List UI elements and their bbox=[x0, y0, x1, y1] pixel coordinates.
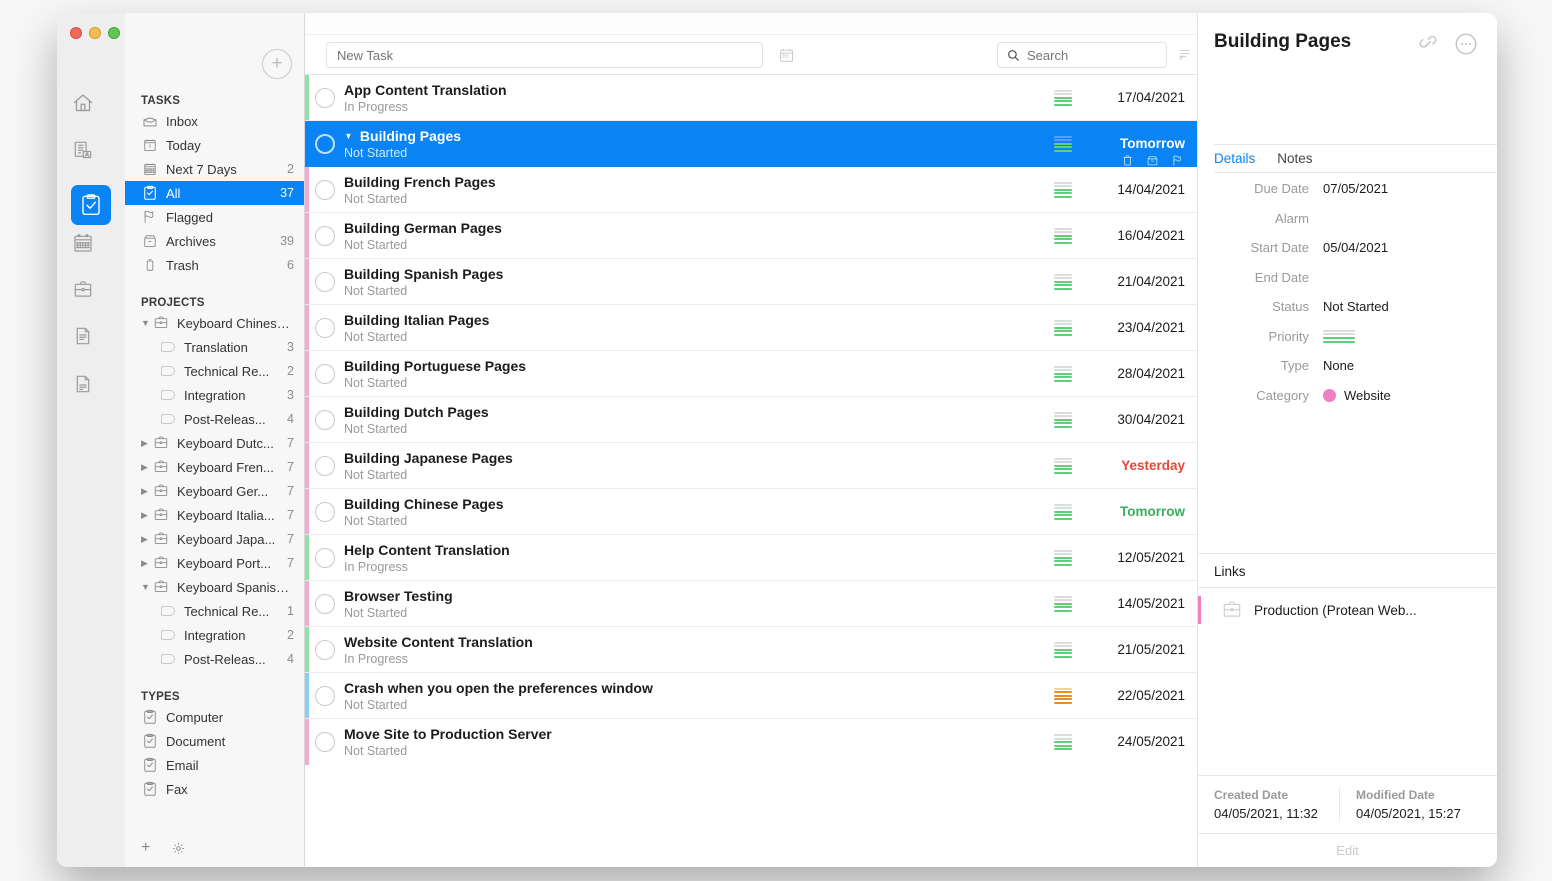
svg-text:6: 6 bbox=[149, 144, 152, 149]
